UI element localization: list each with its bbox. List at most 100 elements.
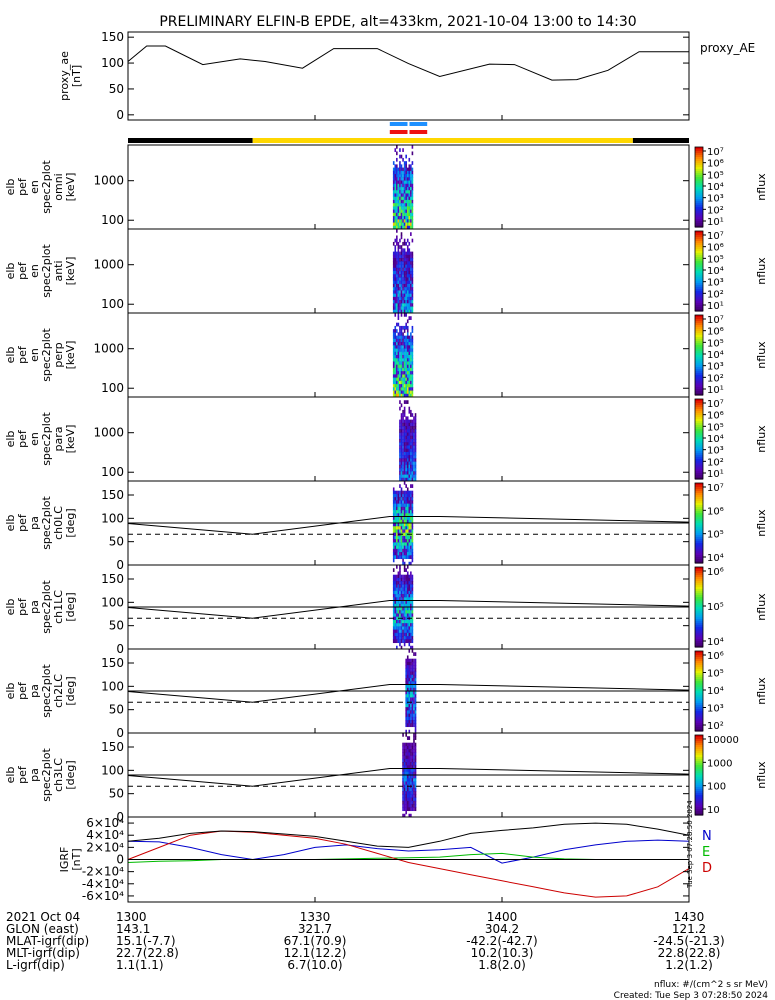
y-axis-label-line: elb — [4, 431, 17, 448]
spectrogram-cell — [394, 267, 397, 272]
spectrogram-cell — [408, 681, 411, 686]
spectrogram-cell — [402, 374, 404, 379]
spectrogram-cell — [406, 671, 409, 676]
spectrogram-cell — [402, 603, 404, 608]
colorbar-segment — [695, 611, 703, 614]
spectrogram-cell — [406, 665, 409, 669]
spectrogram-cell — [408, 222, 411, 227]
spectrogram-cell — [402, 775, 404, 779]
spectrogram-cell — [400, 432, 403, 437]
colorbar-segment — [695, 489, 703, 492]
colorbar-segment — [695, 305, 703, 308]
spectrogram-cell — [408, 603, 411, 608]
spectrogram-cell — [406, 755, 409, 760]
spectrogram-cell — [394, 348, 397, 353]
spectrogram-cell — [399, 274, 401, 278]
spectrogram-cell — [397, 500, 400, 505]
spectrogram-cell — [411, 145, 414, 149]
spectrogram-cell — [394, 597, 397, 602]
colorbar-segment — [695, 421, 703, 424]
spectrogram-cell — [392, 597, 395, 602]
spectrogram-cell — [411, 187, 414, 191]
spectrogram-cell — [402, 264, 404, 269]
spectrogram-cell — [413, 681, 415, 686]
spectrogram-cell — [402, 455, 404, 459]
spectrogram-cell — [394, 503, 397, 508]
y-axis-label-line: [deg] — [64, 760, 77, 789]
spectrogram-cell — [405, 164, 407, 169]
colorbar-tick-label: 10⁴ — [707, 350, 724, 361]
spectrogram-cell — [405, 261, 407, 266]
y-axis-label-omni: elb pef en spec2plot omni [keV] — [4, 160, 77, 214]
spectrogram-cell — [405, 497, 407, 501]
colorbar-segment — [695, 581, 703, 584]
spectrogram-cell — [402, 548, 404, 553]
spectrogram-cell — [397, 280, 400, 285]
spectrogram-cell — [394, 206, 397, 211]
colorbar-segment — [695, 521, 703, 524]
spectrogram-cell — [394, 248, 397, 253]
spectrogram-cell — [394, 539, 397, 543]
colorbar-tick-label: 10² — [707, 721, 724, 732]
spectrogram-cell — [405, 787, 407, 792]
spectrogram-cell — [411, 474, 414, 479]
spectrogram-cell — [410, 526, 412, 530]
spectrogram-cell — [392, 516, 395, 521]
spectrogram-cell — [402, 199, 404, 204]
spectrogram-cell — [400, 539, 403, 543]
spectrogram-cell — [405, 367, 407, 372]
spectrogram-cell — [411, 174, 414, 178]
spectrogram-cell — [402, 377, 404, 382]
ephemeris-value: 1.1(1.1) — [116, 958, 164, 972]
spectrogram-cell — [414, 464, 417, 469]
colorbar-segment — [695, 175, 703, 178]
ephemeris-value: 321.7 — [298, 922, 332, 936]
spectrogram-cell — [410, 765, 412, 770]
spectrogram-cell — [405, 674, 407, 679]
spectrogram-cell — [399, 174, 401, 178]
spectrogram-cell — [405, 493, 407, 498]
spectrogram-cell — [411, 212, 414, 217]
spectrogram-cell — [394, 351, 397, 356]
spectrogram-cell — [392, 283, 395, 288]
spectrogram-cell — [408, 523, 411, 527]
spectrogram-cell — [405, 448, 407, 453]
spectrogram-cell — [397, 251, 400, 256]
colorbar-segment — [695, 783, 703, 786]
y-axis-label-line: [deg] — [64, 508, 77, 537]
colorbar-segment — [695, 799, 703, 802]
spectrogram-cell — [396, 303, 398, 308]
spectrogram-cell — [410, 458, 412, 463]
spectrogram-cell — [394, 277, 397, 282]
spectrogram-cell — [408, 455, 411, 459]
spectrogram-cell — [411, 603, 414, 608]
spectrogram-cell — [392, 519, 395, 524]
spectrogram-cell — [400, 355, 403, 359]
spectrogram-cell — [392, 577, 395, 582]
spectrogram-cell — [406, 775, 409, 779]
spectrogram-cell — [414, 713, 417, 718]
spectrogram-cell — [397, 199, 400, 204]
spectrogram-cell — [410, 626, 412, 631]
spectrogram-cell — [408, 552, 411, 556]
spectrogram-cell — [406, 691, 409, 695]
spectrogram-cell — [403, 451, 406, 456]
spectrogram-cell — [397, 222, 400, 227]
spectrogram-cell — [397, 167, 400, 172]
spectrogram-cell — [406, 254, 409, 259]
spectrogram-cell — [400, 164, 403, 169]
science-zone-marker — [389, 122, 408, 126]
spectrogram-cell — [411, 206, 414, 211]
colorbar-segment — [695, 463, 703, 466]
spectrogram-cell — [405, 161, 407, 165]
spectrogram-cell — [410, 216, 412, 220]
spectrogram-cell — [410, 484, 412, 488]
spectrogram-cell — [400, 309, 403, 314]
spectrogram-cell — [394, 619, 397, 624]
spectrogram-cell — [408, 419, 411, 424]
spectrogram-cell — [392, 296, 395, 301]
spectrogram-cell — [396, 535, 398, 540]
spectrogram-cell — [408, 542, 411, 547]
